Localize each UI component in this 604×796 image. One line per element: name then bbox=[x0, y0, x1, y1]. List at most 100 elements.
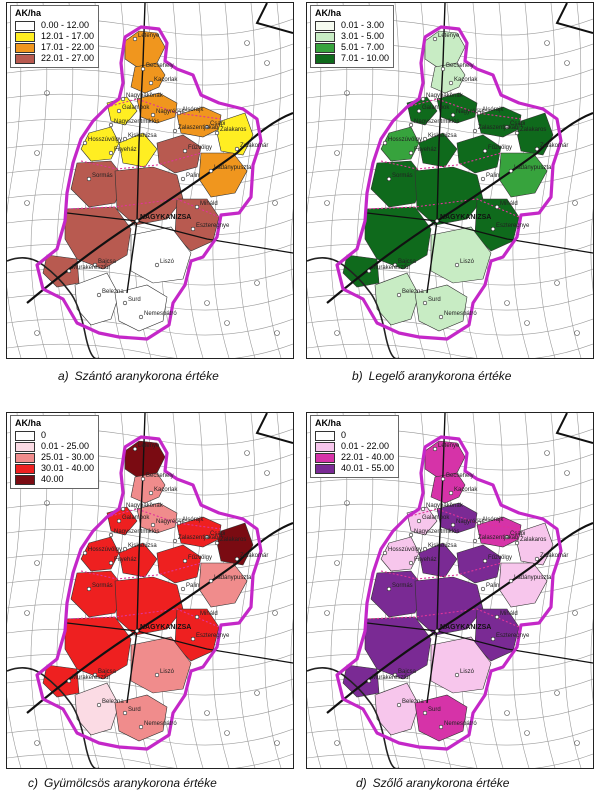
town-label: Kacorlak bbox=[454, 77, 478, 83]
map-a: Letenye Becsehely Zalakaros Nagyrécse Galamb… bbox=[7, 3, 293, 358]
town-marker bbox=[482, 558, 488, 564]
town-marker bbox=[108, 532, 114, 538]
town-marker bbox=[434, 628, 440, 634]
legend-item: 7.01 - 10.00 bbox=[315, 53, 389, 64]
village-circle bbox=[34, 330, 40, 336]
town-marker bbox=[494, 614, 500, 620]
town-label: Sormás bbox=[92, 583, 113, 589]
railway-north bbox=[555, 413, 593, 444]
town-marker bbox=[432, 446, 438, 452]
town-label: Kacorlak bbox=[154, 77, 178, 83]
map-panel-a: Letenye Becsehely Zalakaros Nagyrécse Galamb… bbox=[6, 2, 294, 359]
town-marker bbox=[96, 292, 102, 298]
region-2 bbox=[130, 472, 166, 504]
town-label: Becsehely bbox=[446, 63, 474, 69]
town-label: NAGYKANIZSA bbox=[140, 214, 191, 221]
town-label: Nemespátró bbox=[144, 721, 177, 727]
village-circle bbox=[24, 200, 30, 206]
town-label: Kiskanizsa bbox=[428, 133, 457, 139]
legend-label: 0 bbox=[341, 430, 347, 440]
town-marker bbox=[108, 560, 114, 566]
river-mura bbox=[307, 257, 399, 358]
town-marker bbox=[504, 534, 510, 540]
legend-item: 5.01 - 7.00 bbox=[315, 42, 389, 53]
town-marker bbox=[482, 148, 488, 154]
town-label: Alsórajk bbox=[182, 517, 204, 523]
town-label: Fityeház bbox=[114, 147, 137, 153]
legend-title: AK/ha bbox=[15, 418, 42, 428]
town-marker bbox=[422, 710, 428, 716]
town-marker bbox=[134, 628, 140, 634]
village-circle bbox=[334, 560, 340, 566]
town-label: Csapi bbox=[510, 531, 525, 537]
legend-swatch bbox=[15, 441, 35, 452]
road-east bbox=[366, 622, 593, 664]
town-label: Palin bbox=[486, 173, 499, 179]
legend-label: 3.01 - 5.00 bbox=[341, 31, 385, 41]
town-label: Miháld bbox=[200, 611, 218, 617]
river-mura bbox=[7, 257, 99, 358]
town-label: Csapi bbox=[210, 531, 225, 537]
town-label: Ladánypuszta bbox=[214, 575, 252, 581]
legend-label: 0.00 - 12.00 bbox=[41, 20, 90, 30]
town-marker bbox=[92, 672, 98, 678]
town-label: Zalakaros bbox=[220, 537, 246, 543]
town-marker bbox=[420, 506, 426, 512]
town-label: Zalaszentjakab bbox=[178, 125, 219, 131]
regions bbox=[342, 30, 554, 332]
village-circle bbox=[272, 200, 278, 206]
village-circle bbox=[524, 730, 530, 736]
town-label: Nagybakónak bbox=[426, 93, 464, 99]
legend-item: 22.01 - 40.00 bbox=[315, 452, 394, 463]
legend-swatch bbox=[315, 452, 335, 463]
legend-swatch bbox=[315, 441, 335, 452]
map-panel-c: Letenye Becsehely Zalakaros Nagyrécse Galamb… bbox=[6, 412, 294, 769]
town-marker bbox=[422, 136, 428, 142]
legend-swatch bbox=[315, 430, 335, 441]
region-2 bbox=[130, 62, 166, 94]
town-marker bbox=[120, 506, 126, 512]
village-circle bbox=[244, 40, 250, 46]
village-circle bbox=[274, 740, 280, 746]
village-circle bbox=[554, 280, 560, 286]
village-circle bbox=[344, 90, 350, 96]
legend-label: 22.01 - 40.00 bbox=[341, 452, 395, 462]
town-label: Nagyszentmiklós bbox=[414, 529, 459, 535]
village-circle bbox=[244, 450, 250, 456]
region-12 bbox=[114, 576, 184, 636]
town-marker bbox=[176, 520, 182, 526]
town-label: Nagyrécse bbox=[456, 109, 485, 115]
town-marker bbox=[508, 578, 514, 584]
district-outline bbox=[35, 25, 263, 341]
town-label: Becsehely bbox=[446, 473, 474, 479]
town-marker bbox=[82, 140, 88, 146]
town-label: Bajcsa bbox=[98, 259, 117, 265]
town-label: NAGYKANIZSA bbox=[140, 624, 191, 631]
town-marker bbox=[408, 150, 414, 156]
region-11 bbox=[70, 570, 126, 618]
caption-letter: d) bbox=[356, 776, 367, 790]
village-markers bbox=[324, 40, 580, 336]
village-circle bbox=[564, 60, 570, 66]
legend-label: 12.01 - 17.00 bbox=[41, 31, 95, 41]
town-label: Fűzvölgy bbox=[188, 555, 212, 561]
railway-north bbox=[255, 413, 293, 444]
region-16 bbox=[42, 254, 80, 288]
town-marker bbox=[440, 66, 446, 72]
legend-item: 30.01 - 40.00 bbox=[15, 463, 94, 474]
town-marker bbox=[476, 110, 482, 116]
town-marker bbox=[120, 96, 126, 102]
village-circle bbox=[574, 330, 580, 336]
town-label: Galambok bbox=[122, 515, 150, 521]
legend-swatch bbox=[15, 452, 35, 463]
town-label: Belezna bbox=[102, 699, 124, 705]
region-15 bbox=[130, 636, 192, 694]
town-marker bbox=[416, 108, 422, 114]
village-circle bbox=[504, 710, 510, 716]
town-label: Liszó bbox=[460, 259, 475, 265]
town-marker bbox=[138, 724, 144, 730]
town-marker bbox=[454, 262, 460, 268]
village-circle bbox=[224, 730, 230, 736]
village-circle bbox=[324, 610, 330, 616]
legend-a: AK/ha 0.00 - 12.00 12.01 - 17.00 17.01 - 2… bbox=[10, 5, 100, 68]
